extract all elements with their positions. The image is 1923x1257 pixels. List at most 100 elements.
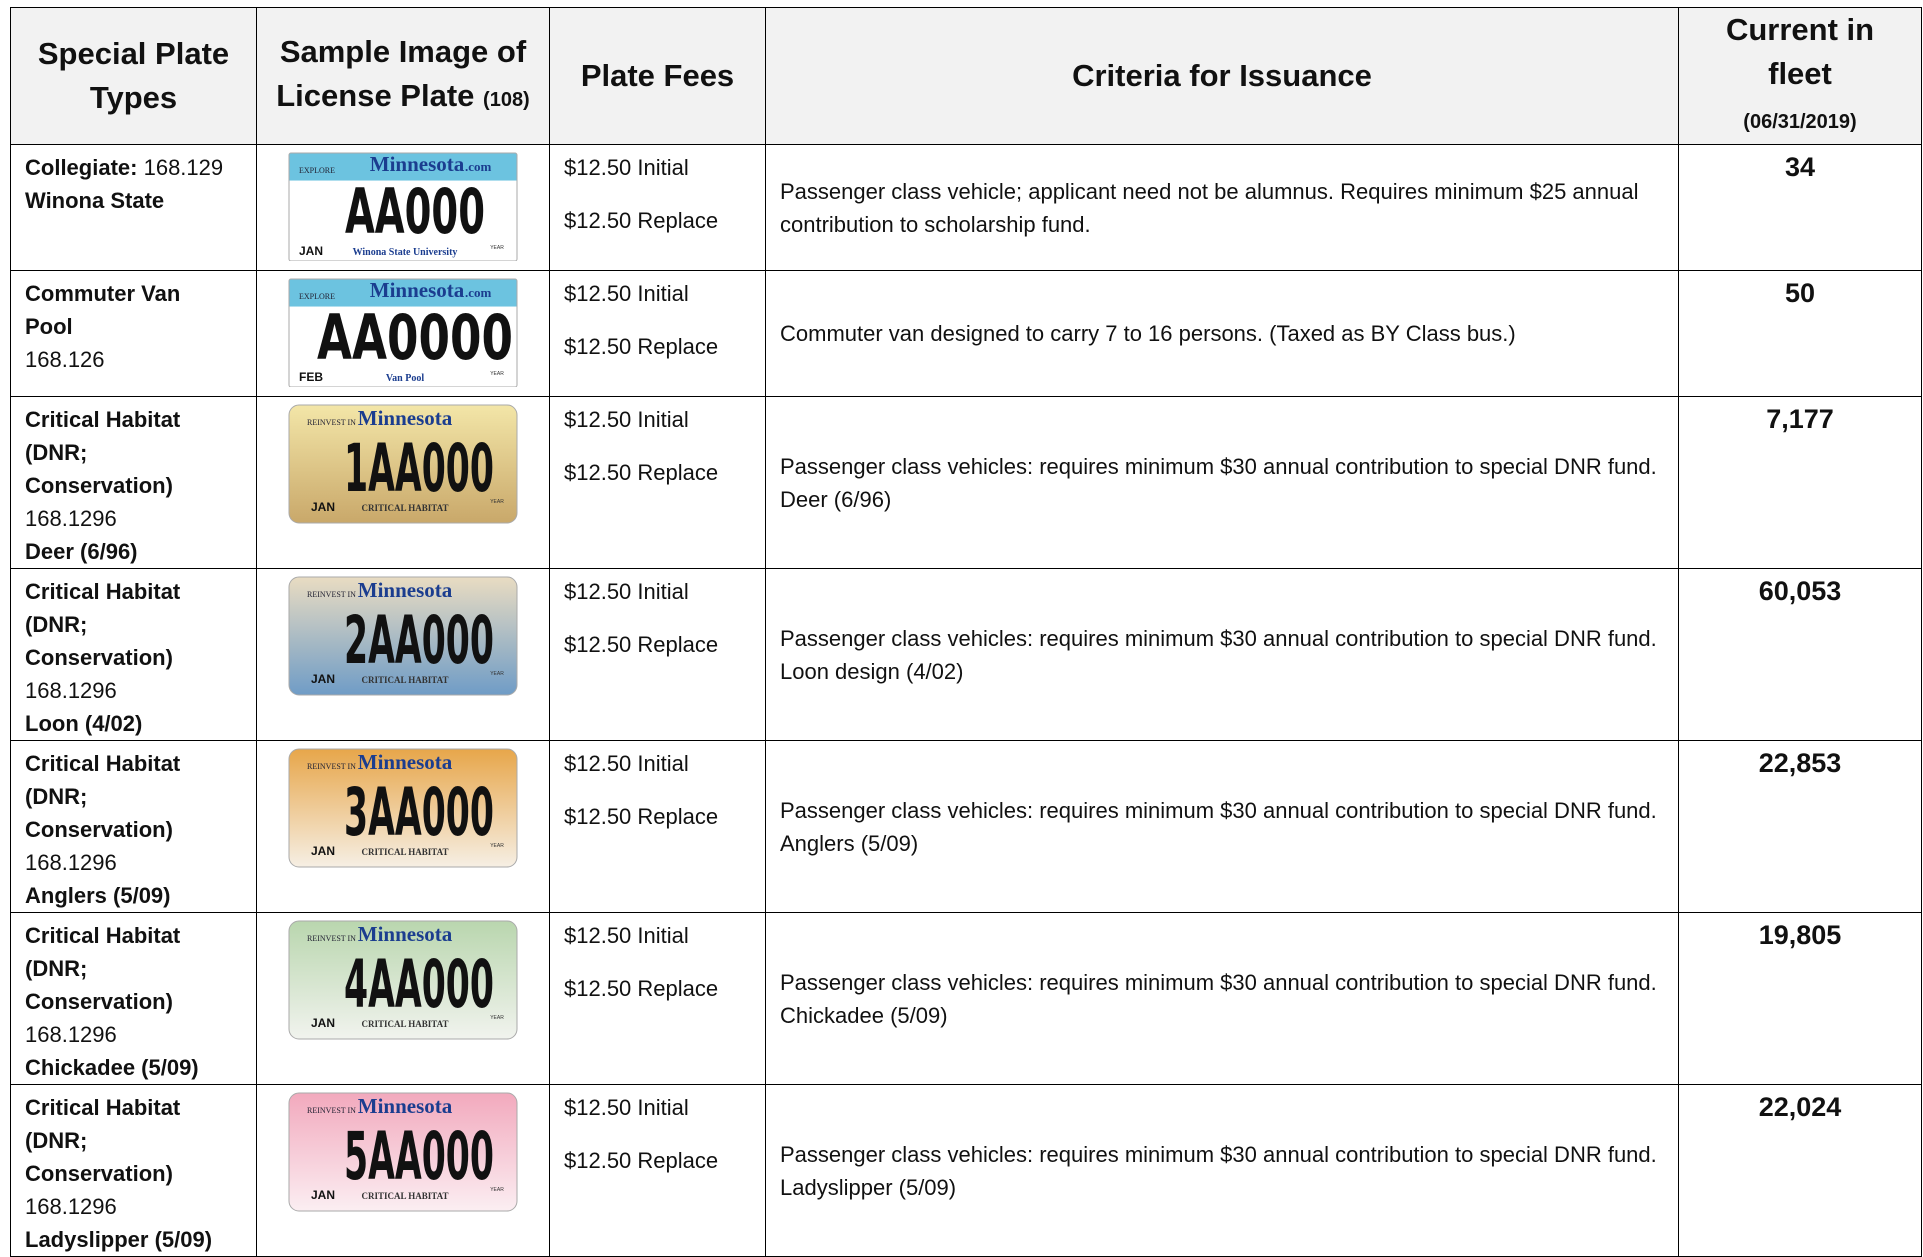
plate-prefix: EXPLORE: [299, 166, 335, 175]
type-text: Conservation): [25, 817, 173, 842]
type-text: (DNR;: [25, 440, 87, 465]
column-title: Special Plate Types: [38, 36, 229, 115]
fee: $12.50 Initial: [564, 1091, 751, 1124]
type-text: Conservation): [25, 645, 173, 670]
plate-title: Minnesota: [358, 578, 453, 602]
fee: $12.50 Initial: [564, 151, 751, 184]
criteria-line: Passenger class vehicle; applicant need …: [780, 175, 1664, 241]
criteria-line: Ladyslipper (5/09): [780, 1171, 1664, 1204]
fleet-count: 7,177: [1679, 397, 1922, 569]
type-text: 168.1296: [25, 506, 117, 531]
plate-prefix: REINVEST IN: [307, 934, 356, 943]
type-text: Winona State: [25, 188, 164, 213]
plate-prefix: REINVEST IN: [307, 418, 356, 427]
type-line: Pool: [25, 310, 242, 343]
type-line: Conservation): [25, 813, 242, 846]
fleet-count: 19,805: [1679, 913, 1922, 1085]
plate-month: FEB: [299, 370, 323, 384]
license-plate: REINVEST INMinnesota4AA000JANCRITICAL HA…: [287, 919, 519, 1041]
criteria-line: Passenger class vehicles: requires minim…: [780, 794, 1664, 827]
column-title: Criteria for Issuance: [1072, 58, 1372, 93]
plate-prefix: REINVEST IN: [307, 1106, 356, 1115]
type-text: Critical Habitat: [25, 923, 180, 948]
type-text: 168.1296: [25, 1022, 117, 1047]
type-text: Deer (6/96): [25, 539, 138, 564]
table-row: Critical Habitat(DNR;Conservation)168.12…: [11, 913, 1922, 1085]
criteria: Passenger class vehicles: requires minim…: [766, 569, 1679, 741]
criteria: Passenger class vehicles: requires minim…: [766, 397, 1679, 569]
plate-number: 3AA000: [344, 774, 494, 851]
plate-number: 2AA000: [344, 602, 494, 679]
plate-month: JAN: [311, 672, 335, 686]
column-title: Current in fleet: [1726, 12, 1874, 91]
plate-year: YEAR: [490, 499, 504, 505]
type-text: (DNR;: [25, 956, 87, 981]
fee: $12.50 Replace: [564, 456, 751, 489]
type-line: Winona State: [25, 184, 242, 217]
criteria-line: Chickadee (5/09): [780, 999, 1664, 1032]
plate-title: Minnesota: [358, 406, 453, 430]
fee: $12.50 Replace: [564, 972, 751, 1005]
plate-number: 1AA000: [344, 430, 494, 507]
plate-caption: CRITICAL HABITAT: [362, 847, 449, 857]
fee: $12.50 Initial: [564, 919, 751, 952]
type-line: Anglers (5/09): [25, 879, 242, 912]
type-text: 168.126: [25, 347, 105, 372]
plate-type: Commuter Van Pool 168.126: [11, 271, 257, 397]
type-line: Ladyslipper (5/09): [25, 1223, 242, 1256]
type-line: Critical Habitat: [25, 919, 242, 952]
page: Special Plate Types Sample Image of Licen…: [0, 0, 1923, 1197]
plate-title: Minnesota: [358, 750, 453, 774]
type-line: 168.126: [25, 343, 242, 376]
type-text: (DNR;: [25, 1128, 87, 1153]
type-text: Collegiate:: [25, 155, 137, 180]
criteria-line: Passenger class vehicles: requires minim…: [780, 622, 1664, 655]
type-text: Chickadee (5/09): [25, 1055, 199, 1080]
type-text: Critical Habitat: [25, 751, 180, 776]
type-line: (DNR;: [25, 436, 242, 469]
plate-type: Critical Habitat(DNR;Conservation)168.12…: [11, 1085, 257, 1257]
criteria-line: Passenger class vehicles: requires minim…: [780, 450, 1664, 483]
type-text: Pool: [25, 314, 73, 339]
type-line: Commuter Van: [25, 277, 242, 310]
plate-prefix: REINVEST IN: [307, 590, 356, 599]
plate-year: YEAR: [490, 245, 504, 251]
type-text: (DNR;: [25, 784, 87, 809]
type-line: Conservation): [25, 1157, 242, 1190]
type-text: Conservation): [25, 473, 173, 498]
table-body: Collegiate: 168.129Winona StateEXPLOREMi…: [11, 145, 1922, 1257]
fee: $12.50 Initial: [564, 747, 751, 780]
license-plate: EXPLOREMinnesota.comAA0000FEBVan PoolYEA…: [287, 277, 519, 387]
fleet-count: 22,853: [1679, 741, 1922, 913]
header-row: Special Plate Types Sample Image of Licen…: [11, 8, 1922, 145]
plate-month: JAN: [311, 844, 335, 858]
plate-type: Critical Habitat(DNR;Conservation)168.12…: [11, 397, 257, 569]
fleet-count: 22,024: [1679, 1085, 1922, 1257]
column-header: Sample Image of License Plate (108): [257, 8, 550, 145]
criteria: Passenger class vehicle; applicant need …: [766, 145, 1679, 271]
criteria: Passenger class vehicles: requires minim…: [766, 913, 1679, 1085]
type-text: 168.129: [144, 155, 224, 180]
plate-year: YEAR: [490, 1015, 504, 1021]
type-line: (DNR;: [25, 780, 242, 813]
column-header: Plate Fees: [550, 8, 766, 145]
plate-month: JAN: [299, 244, 323, 258]
fee: $12.50 Initial: [564, 403, 751, 436]
plate-fees: $12.50 Initial$12.50 Replace: [550, 271, 766, 397]
type-line: (DNR;: [25, 1124, 242, 1157]
plate-caption: Van Pool: [386, 373, 424, 384]
type-line: Chickadee (5/09): [25, 1051, 242, 1084]
plate-year: YEAR: [490, 1187, 504, 1193]
column-header: Special Plate Types: [11, 8, 257, 145]
type-line: 168.1296: [25, 674, 242, 707]
plate-suffix: .com: [465, 159, 492, 174]
type-line: Deer (6/96): [25, 535, 242, 568]
type-text: 168.1296: [25, 850, 117, 875]
